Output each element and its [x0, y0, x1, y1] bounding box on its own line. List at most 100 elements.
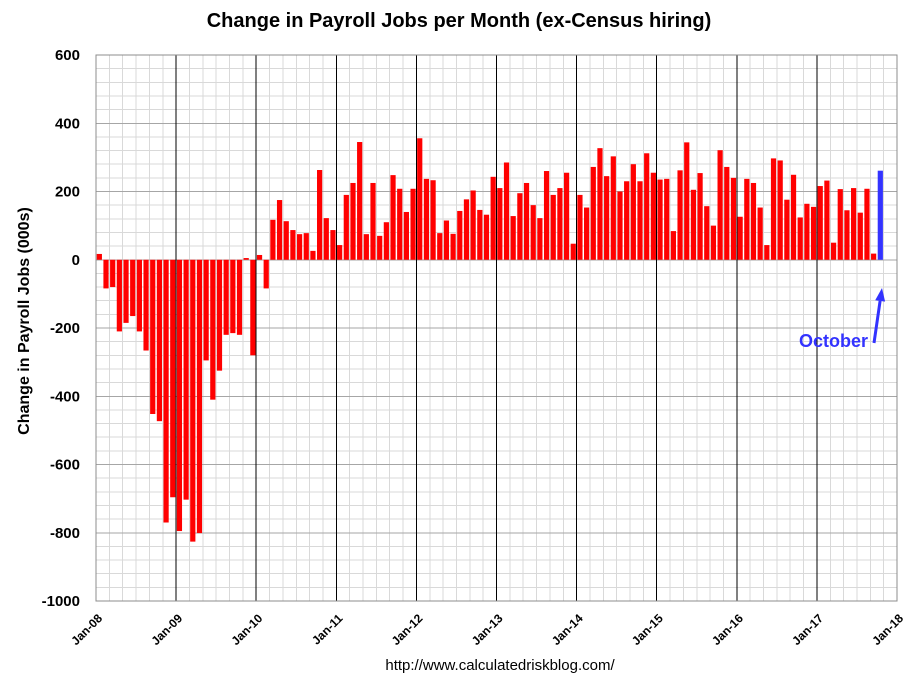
payroll-bar-100 — [764, 245, 770, 260]
payroll-bar-16 — [203, 259, 209, 361]
payroll-bar-109 — [824, 180, 830, 260]
payroll-bar-90 — [697, 173, 703, 260]
y-tick-label-3: 0 — [72, 252, 80, 269]
gridlines — [96, 54, 897, 602]
payroll-bar-94 — [724, 166, 730, 260]
payroll-bar-58 — [483, 214, 490, 260]
payroll-bar-47 — [410, 188, 416, 260]
payroll-bar-103 — [784, 199, 790, 260]
payroll-bar-8 — [150, 259, 156, 414]
payroll-bar-67 — [543, 171, 550, 260]
payroll-bar-22 — [243, 258, 249, 260]
payroll-bar-23 — [250, 259, 256, 356]
payroll-bar-78 — [617, 191, 623, 260]
payroll-bar-61 — [503, 162, 510, 260]
plot-area-border — [95, 54, 898, 602]
payroll-bar-9 — [156, 259, 163, 422]
payroll-bar-96 — [737, 216, 743, 260]
annotation-label: October — [799, 331, 868, 351]
y-tick-label-1: 400 — [55, 115, 80, 132]
payroll-bar-93 — [717, 150, 723, 260]
payroll-bar-80 — [630, 164, 636, 260]
payroll-bar-1 — [103, 259, 109, 289]
payroll-bar-34 — [323, 218, 329, 260]
payroll-bar-60 — [497, 188, 503, 260]
y-tick-label-5: -400 — [50, 388, 80, 405]
payroll-bar-30 — [296, 234, 303, 260]
payroll-bar-10 — [163, 259, 169, 523]
payroll-bar-111 — [837, 189, 843, 260]
payroll-bar-92 — [710, 225, 717, 260]
payroll-bar-114 — [857, 212, 863, 260]
payroll-bar-112 — [844, 210, 850, 260]
payroll-bar-104 — [790, 174, 797, 260]
payroll-bar-70 — [563, 172, 570, 260]
highlight-bar — [877, 170, 883, 260]
payroll-bar-77 — [610, 156, 616, 260]
payroll-bar-27 — [276, 200, 283, 260]
payroll-bar-32 — [310, 250, 316, 260]
payroll-bar-4 — [123, 259, 129, 323]
payroll-bar-83 — [650, 172, 656, 260]
payroll-bar-11 — [170, 259, 176, 498]
payroll-bar-79 — [624, 181, 630, 260]
payroll-bar-2 — [110, 259, 116, 288]
payroll-bar-35 — [330, 230, 336, 260]
y-axis-tick-labels: 600 400 200 0 -200 -400 -600 -800 -1000 — [42, 47, 80, 610]
payroll-bar-51 — [437, 233, 443, 260]
payroll-bar-15 — [196, 259, 203, 534]
payroll-bar-24 — [256, 254, 263, 260]
payroll-bar-52 — [443, 220, 450, 260]
payroll-bar-41 — [370, 182, 376, 260]
payroll-bar-105 — [797, 217, 803, 260]
payroll-bar-85 — [664, 178, 670, 260]
y-tick-label-2: 200 — [55, 184, 80, 201]
payroll-bar-31 — [303, 233, 309, 260]
payroll-bar-37 — [343, 194, 349, 260]
payroll-bar-19 — [223, 259, 229, 335]
payroll-bar-5 — [130, 259, 136, 317]
payroll-bar-89 — [690, 189, 697, 260]
payroll-bar-82 — [644, 153, 650, 260]
y-tick-label-7: -800 — [50, 525, 80, 542]
payroll-bar-97 — [744, 178, 750, 260]
payroll-bar-25 — [263, 259, 269, 289]
payroll-bar-26 — [270, 219, 276, 260]
payroll-bar-33 — [317, 170, 323, 260]
y-tick-label-8: -1000 — [42, 593, 80, 610]
payroll-bar-106 — [804, 203, 810, 260]
y-tick-label-4: -200 — [50, 320, 80, 337]
payroll-bar-29 — [290, 230, 296, 260]
payroll-bar-76 — [604, 176, 610, 260]
payroll-bar-38 — [350, 182, 356, 260]
payroll-bar-57 — [477, 209, 483, 260]
payroll-bar-48 — [417, 138, 423, 260]
payroll-bar-102 — [777, 160, 783, 260]
payroll-bar-14 — [190, 259, 196, 542]
payroll-bar-28 — [283, 221, 289, 260]
payroll-bar-74 — [590, 166, 596, 260]
payroll-bar-39 — [357, 142, 363, 260]
payroll-bar-13 — [183, 259, 189, 500]
payroll-bar-68 — [550, 194, 556, 260]
payroll-bar-110 — [830, 242, 837, 260]
payroll-bar-65 — [530, 205, 536, 260]
payroll-bar-56 — [470, 190, 476, 260]
payroll-bar-88 — [684, 142, 690, 260]
payroll-bar-53 — [450, 233, 456, 260]
payroll-bar-55 — [463, 199, 470, 260]
y-axis-label: Change in Payroll Jobs (000s) — [16, 207, 33, 435]
payroll-bar-99 — [757, 207, 763, 260]
payroll-bar-0 — [96, 253, 102, 260]
annotation-arrow-shaft — [872, 300, 882, 344]
payroll-bar-91 — [704, 206, 710, 260]
payroll-bar-63 — [517, 193, 523, 260]
payroll-bar-3 — [116, 259, 122, 332]
payroll-bar-46 — [403, 211, 409, 260]
payroll-bar-50 — [430, 180, 436, 260]
october-annotation: October — [799, 288, 886, 351]
payroll-bar-69 — [557, 188, 563, 260]
payroll-bar-44 — [390, 175, 396, 260]
payroll-bar-64 — [523, 182, 530, 260]
